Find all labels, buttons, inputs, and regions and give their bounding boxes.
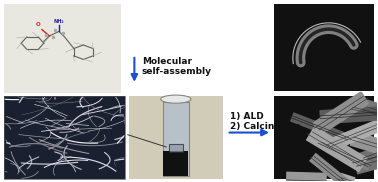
Text: NH₂: NH₂ bbox=[54, 19, 64, 24]
FancyBboxPatch shape bbox=[163, 151, 188, 176]
Text: O: O bbox=[36, 22, 40, 27]
Ellipse shape bbox=[161, 95, 191, 103]
FancyBboxPatch shape bbox=[274, 4, 373, 91]
Text: 1) ALD
2) Calcination: 1) ALD 2) Calcination bbox=[230, 112, 300, 131]
FancyBboxPatch shape bbox=[5, 4, 121, 93]
Text: Molecular
self-assembly: Molecular self-assembly bbox=[142, 57, 212, 76]
FancyBboxPatch shape bbox=[129, 96, 223, 179]
FancyBboxPatch shape bbox=[274, 96, 373, 179]
FancyBboxPatch shape bbox=[169, 144, 183, 152]
FancyBboxPatch shape bbox=[163, 102, 189, 176]
FancyBboxPatch shape bbox=[5, 96, 125, 179]
